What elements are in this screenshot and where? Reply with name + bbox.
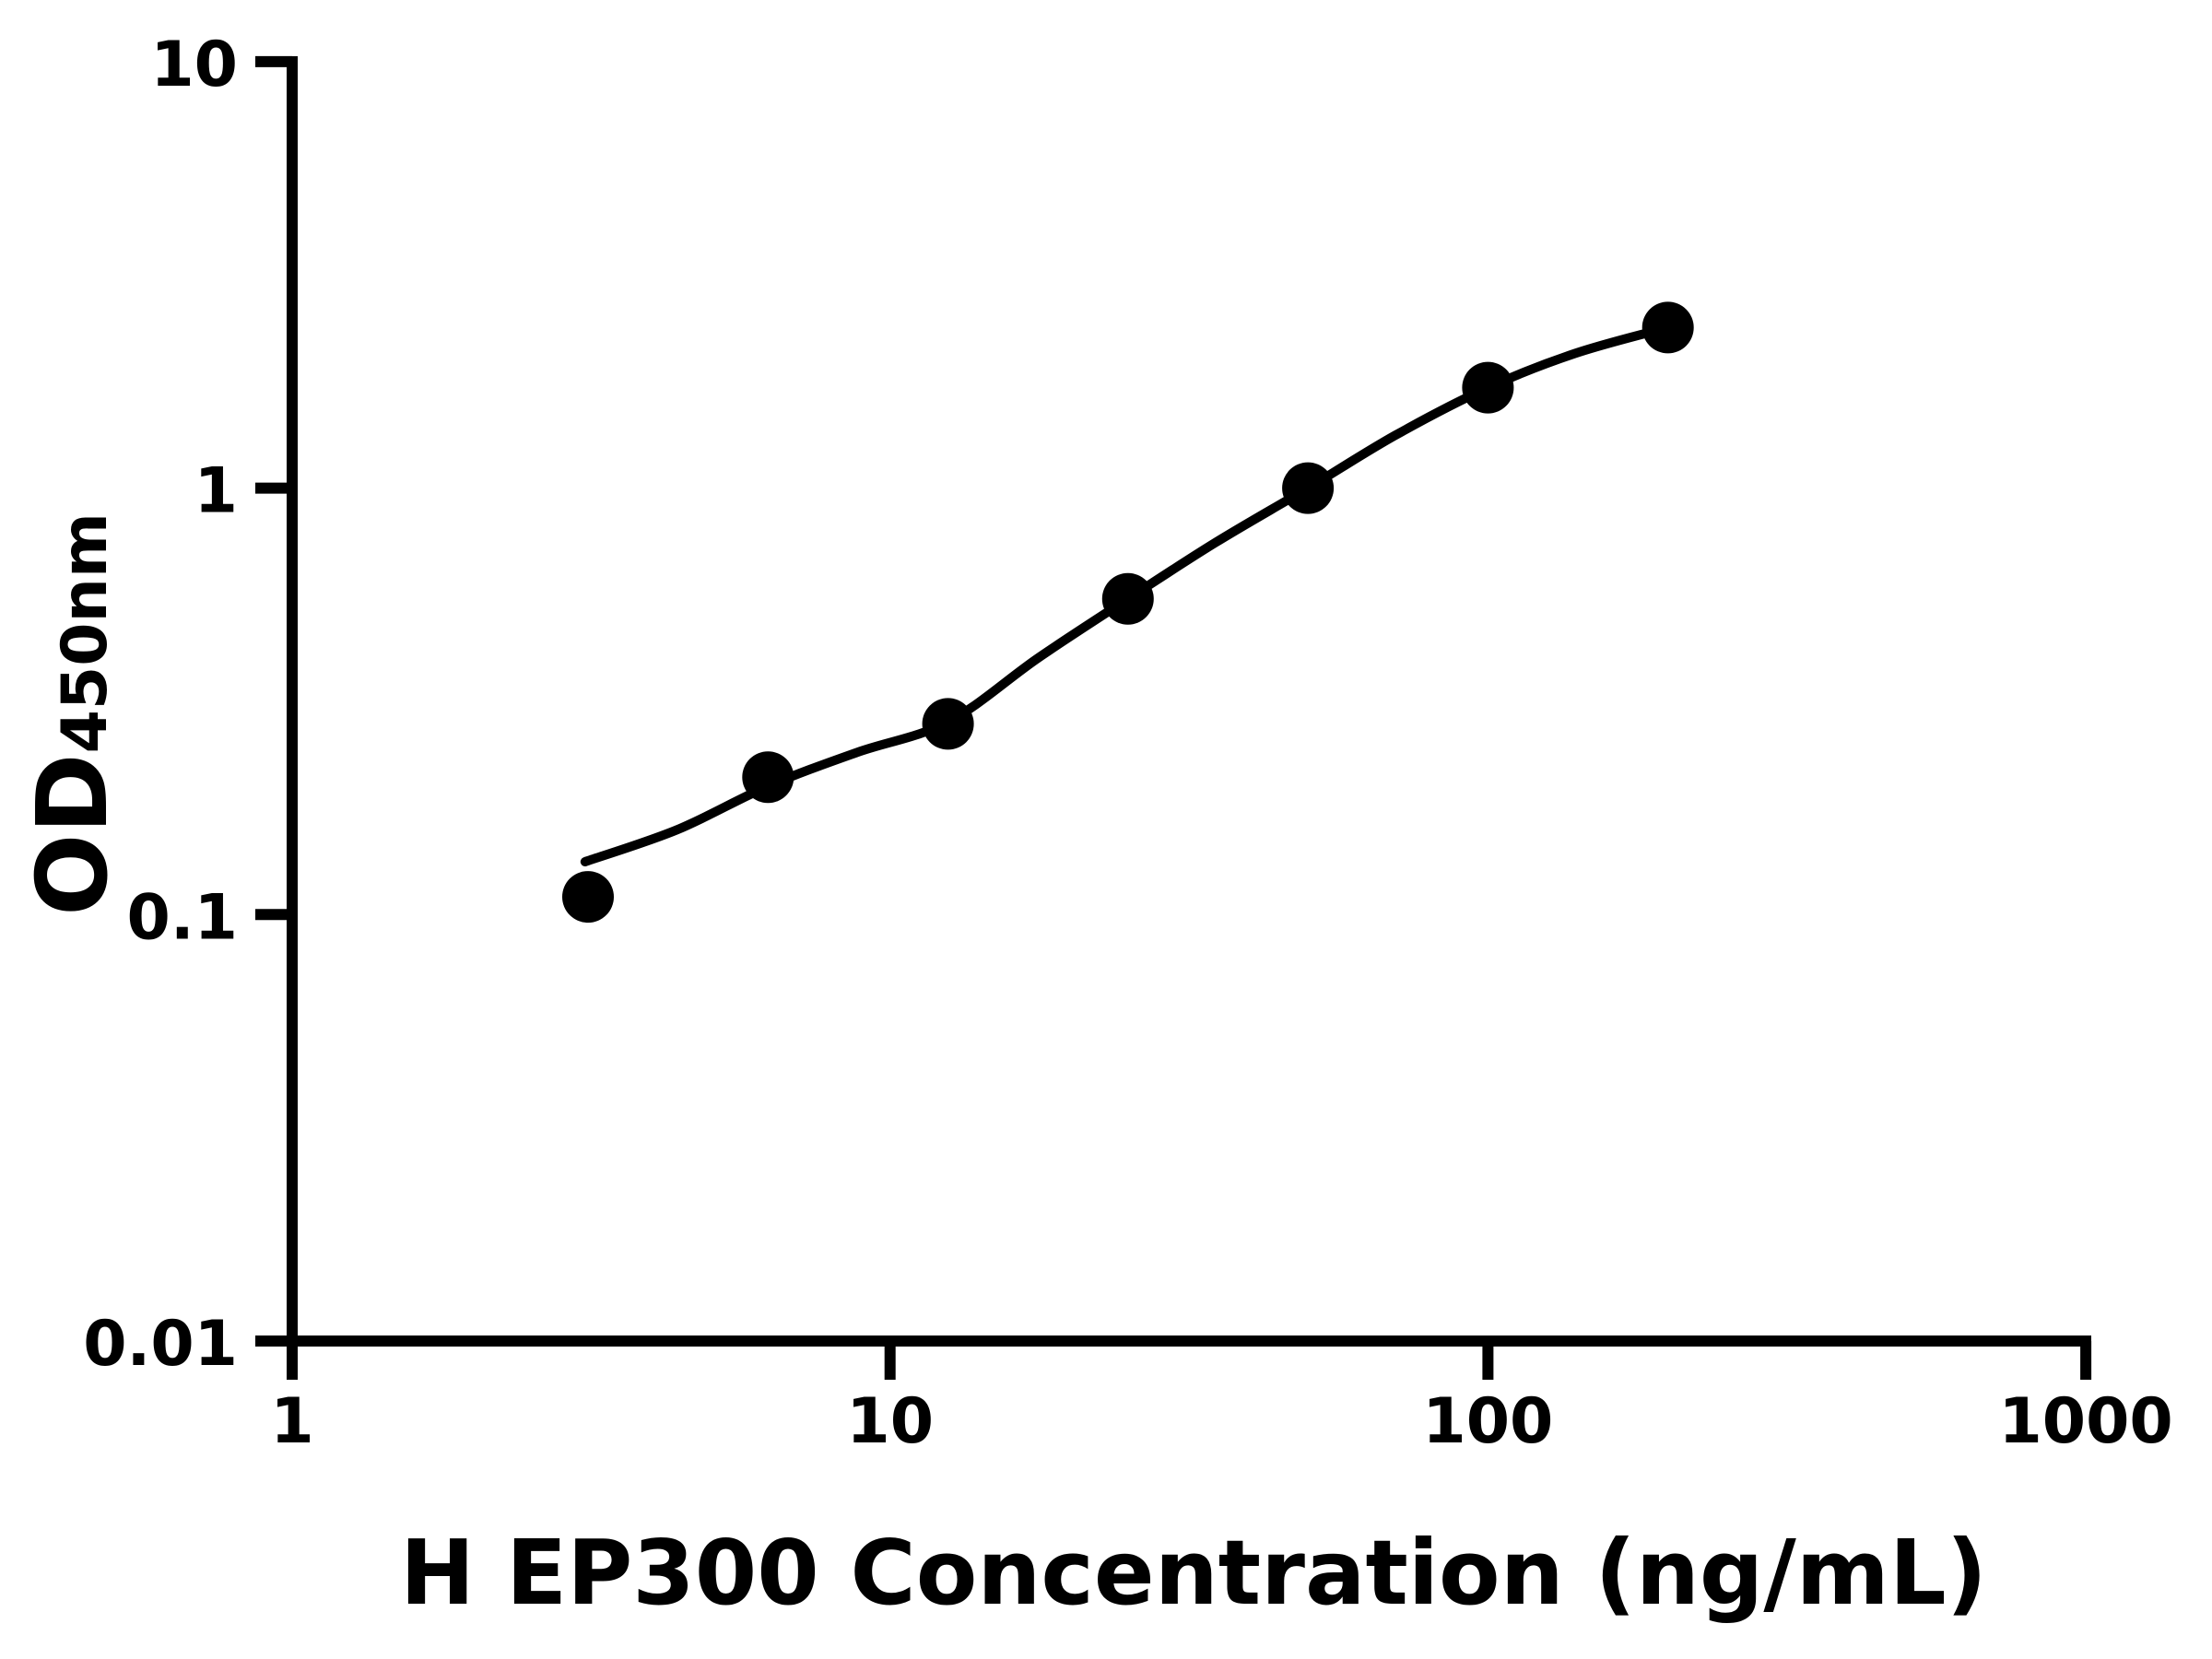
data-point xyxy=(1641,301,1694,354)
y-tick-label: 0.01 xyxy=(83,1308,238,1381)
x-tick-label: 1000 xyxy=(1998,1385,2172,1458)
x-axis-ticks: 1 10 100 1000 xyxy=(270,1341,2173,1458)
y-tick-label: 0.1 xyxy=(127,881,238,954)
y-axis-title-sub: 450nm xyxy=(49,512,122,753)
data-points xyxy=(562,301,1694,924)
x-tick-label: 10 xyxy=(846,1385,934,1458)
data-point xyxy=(562,871,614,924)
data-point xyxy=(742,751,794,804)
y-axis-ticks: 10 1 0.1 0.01 xyxy=(83,29,292,1381)
data-point xyxy=(1282,462,1335,514)
data-point xyxy=(1462,361,1514,414)
y-axis-title-main: OD xyxy=(17,753,129,915)
x-tick-label: 1 xyxy=(270,1385,313,1458)
data-point xyxy=(1101,572,1154,625)
data-point xyxy=(922,698,974,750)
x-axis-title: H EP300 Concentration (ng/mL) xyxy=(400,1521,1987,1625)
y-axis-title: OD450nm xyxy=(17,512,129,916)
y-tick-label: 1 xyxy=(194,455,238,528)
y-tick-label: 10 xyxy=(150,29,238,101)
x-tick-label: 100 xyxy=(1422,1385,1553,1458)
